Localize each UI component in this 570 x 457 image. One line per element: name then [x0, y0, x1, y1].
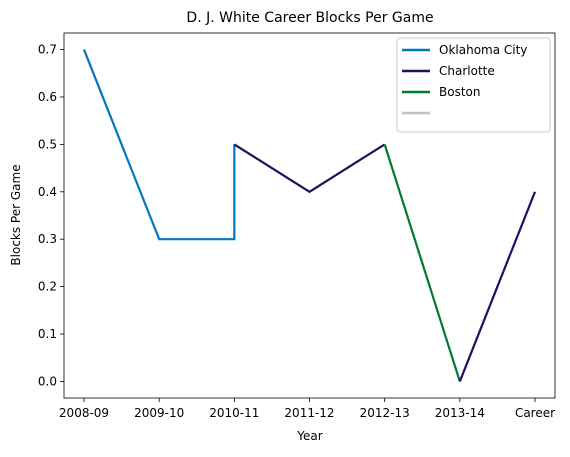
x-axis-label: Year: [296, 429, 322, 443]
legend-label: Charlotte: [439, 64, 495, 78]
y-tick-label: 0.3: [38, 232, 57, 246]
plot-area: 2008-09 2009-10 2010-11 2011-12 2012-13 2013-…: [38, 32, 556, 420]
series-line: [233, 143, 386, 194]
y-tick-label: 0.2: [38, 280, 57, 294]
x-tick-label: 2011-12: [284, 406, 334, 420]
x-tick-label: 2008-09: [59, 406, 109, 420]
x-tick-label: 2009-10: [134, 406, 184, 420]
x-tick-label: Career: [515, 406, 555, 420]
legend: Oklahoma City Charlotte Boston: [396, 37, 551, 133]
legend-box: [396, 37, 551, 133]
y-tick-label: 0.0: [38, 374, 57, 388]
y-tick-label: 0.5: [38, 137, 57, 151]
y-tick-label: 0.6: [38, 90, 57, 104]
x-tick-label: 2012-13: [360, 406, 410, 420]
chart-title: D. J. White Career Blocks Per Game: [186, 10, 433, 26]
legend-label: Oklahoma City: [439, 43, 527, 57]
series-line: [458, 191, 537, 382]
y-tick-label: 0.4: [38, 185, 57, 199]
y-axis-label: Blocks Per Game: [9, 164, 23, 265]
y-tick-label: 0.1: [38, 327, 57, 341]
x-tick-label: 2010-11: [209, 406, 259, 420]
series-line: [383, 144, 461, 382]
x-tick-label: 2013-14: [435, 406, 485, 420]
legend-label: Boston: [439, 85, 480, 99]
series-line: [82, 49, 236, 241]
y-tick-label: 0.7: [38, 43, 57, 57]
